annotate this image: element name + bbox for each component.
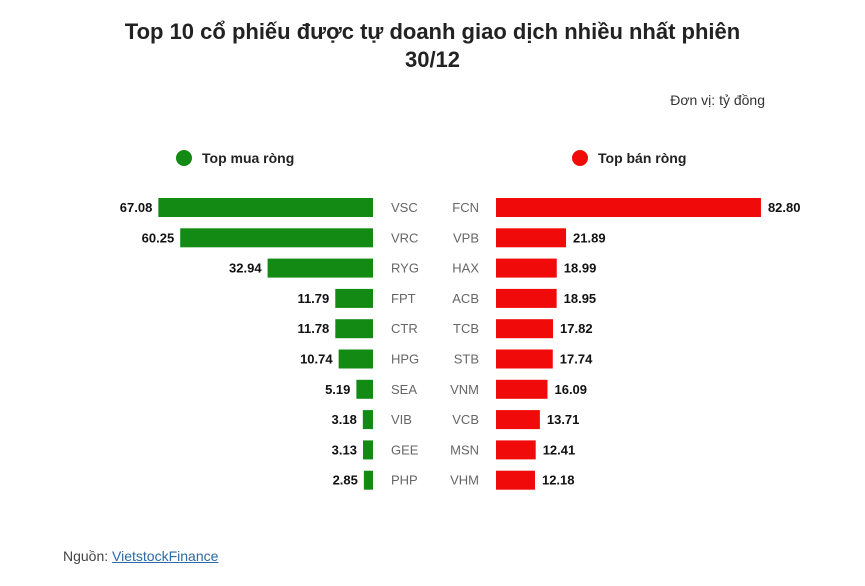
buy-value-label: 3.18: [332, 412, 357, 427]
legend-buy: Top mua ròng: [176, 150, 294, 166]
sell-bar: [496, 258, 557, 278]
buy-bar: [362, 440, 373, 460]
chart-title-line2: 30/12: [404, 47, 461, 72]
buy-ticker-label: HPG: [391, 352, 419, 367]
sell-value-label: 18.95: [564, 291, 597, 306]
legend-buy-label: Top mua ròng: [202, 150, 295, 166]
buy-value-label: 11.79: [297, 291, 329, 306]
buy-bar: [356, 379, 373, 399]
buy-value-label: 2.85: [333, 473, 358, 488]
sell-bar: [496, 379, 548, 399]
sell-value-label: 16.09: [554, 382, 587, 397]
legend-sell: Top bán ròng: [572, 150, 686, 166]
sell-ticker-label: MSN: [450, 442, 479, 457]
sell-value-label: 17.74: [560, 352, 593, 367]
buy-bar: [338, 349, 373, 369]
sell-value-label: 12.18: [542, 473, 575, 488]
buy-value-label: 10.74: [300, 352, 333, 367]
sell-value-label: 82.80: [768, 200, 801, 215]
buy-ticker-label: VSC: [391, 200, 418, 215]
sell-ticker-label: STB: [454, 352, 479, 367]
legend-sell-label: Top bán ròng: [598, 150, 687, 166]
sell-ticker-label: VCB: [452, 412, 479, 427]
buy-value-label: 5.19: [325, 382, 350, 397]
chart-title: Top 10 cổ phiếu được tự doanh giao dịch …: [0, 18, 865, 74]
legend-buy-dot: [176, 150, 192, 166]
buy-bar: [267, 258, 373, 278]
buy-bar: [362, 410, 373, 430]
buy-bar: [158, 198, 373, 217]
sell-bar: [496, 228, 567, 248]
sell-bar: [496, 198, 761, 217]
sell-bar: [496, 288, 557, 308]
source-link[interactable]: VietstockFinance: [112, 548, 219, 564]
buy-ticker-label: RYG: [391, 261, 419, 276]
sell-ticker-label: VHM: [450, 473, 479, 488]
buy-ticker-label: CTR: [391, 321, 418, 336]
sell-ticker-label: ACB: [452, 291, 479, 306]
buy-value-label: 32.94: [229, 261, 262, 276]
buy-ticker-label: GEE: [391, 442, 419, 457]
sell-bar: [496, 470, 535, 490]
sell-value-label: 17.82: [560, 321, 593, 336]
sell-ticker-label: HAX: [452, 261, 479, 276]
buy-ticker-label: VIB: [391, 412, 412, 427]
buy-value-label: 67.08: [120, 200, 153, 215]
sell-ticker-label: VPB: [453, 230, 479, 245]
chart-title-line1: Top 10 cổ phiếu được tự doanh giao dịch …: [124, 19, 741, 44]
buy-ticker-label: SEA: [391, 382, 417, 397]
buy-ticker-label: PHP: [391, 473, 418, 488]
sell-ticker-label: VNM: [450, 382, 479, 397]
sell-value-label: 13.71: [547, 412, 580, 427]
sell-bar: [496, 410, 540, 430]
buy-ticker-label: VRC: [391, 230, 418, 245]
sell-bar: [496, 349, 553, 369]
buy-ticker-label: FPT: [391, 291, 416, 306]
sell-value-label: 21.89: [573, 230, 606, 245]
sell-value-label: 18.99: [564, 261, 597, 276]
source-note: Nguồn: VietstockFinance: [63, 548, 218, 564]
legend-sell-dot: [572, 150, 588, 166]
unit-label: Đơn vị: tỷ đồng: [670, 92, 765, 108]
sell-bar: [496, 319, 554, 339]
buy-bar: [180, 228, 373, 248]
sell-ticker-label: FCN: [452, 200, 479, 215]
sell-bar: [496, 440, 536, 460]
buy-bar: [335, 288, 373, 308]
sell-ticker-label: TCB: [453, 321, 479, 336]
buy-value-label: 11.78: [297, 321, 329, 336]
buy-value-label: 60.25: [142, 230, 175, 245]
buy-bar: [335, 319, 373, 339]
sell-value-label: 12.41: [543, 442, 576, 457]
buy-value-label: 3.13: [332, 442, 357, 457]
source-prefix: Nguồn:: [63, 548, 113, 564]
buy-bar: [363, 470, 373, 490]
